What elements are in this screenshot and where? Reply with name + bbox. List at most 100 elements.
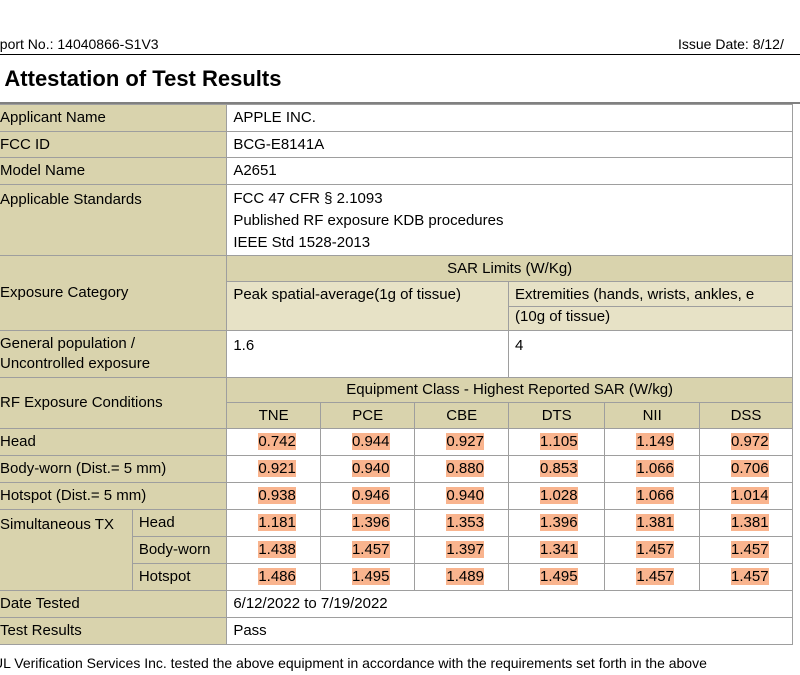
table-row: Body-worn (Dist.= 5 mm) 0.921 0.940 0.88…	[0, 455, 793, 483]
sar-cell: 0.946	[319, 482, 416, 510]
sar-value: 0.927	[446, 433, 484, 450]
table-row-date-tested: Date Tested 6/12/2022 to 7/19/2022	[0, 590, 793, 618]
sar-value: 1.457	[731, 568, 769, 585]
table-row: Body-worn 1.438 1.457 1.397 1.341 1.457 …	[0, 536, 793, 564]
sar-value: 1.397	[446, 541, 484, 558]
column-header: PCE	[319, 402, 416, 429]
table-row-test-results: Test Results Pass	[0, 617, 793, 645]
sar-cell: 0.944	[319, 428, 416, 456]
sar-value: 1.341	[540, 541, 578, 558]
sar-value: 0.946	[351, 487, 390, 504]
sar-value: 1.396	[351, 514, 390, 531]
sar-value: 1.489	[446, 568, 484, 585]
sar-cell: 1.457	[604, 563, 700, 591]
table-row-columns: TNE PCE CBE DTS NII DSS	[0, 402, 793, 429]
sar-cell: 0.940	[319, 455, 416, 483]
general-line: Uncontrolled exposure	[0, 355, 151, 372]
sim-condition-label: Body-worn	[131, 536, 228, 564]
column-header: DTS	[508, 402, 606, 429]
sar-value: 0.742	[258, 433, 296, 450]
fcc-id-label: FCC ID	[0, 131, 228, 158]
sar-value: 1.495	[540, 568, 578, 585]
sar-cell: 1.105	[508, 428, 606, 456]
sar-value: 0.940	[446, 487, 484, 504]
table-row-general: General population / Uncontrolled exposu…	[0, 330, 793, 378]
sar-value: 1.149	[636, 433, 674, 450]
peak-spatial-label: Peak spatial-average(1g of tissue)	[226, 281, 510, 331]
extremities-value: 4	[508, 330, 793, 378]
sar-value: 1.495	[351, 568, 390, 585]
sar-cell: 1.457	[699, 563, 793, 591]
sar-cell: 1.381	[604, 509, 700, 537]
sim-condition-label: Head	[131, 509, 228, 537]
sar-cell: 1.396	[508, 509, 606, 537]
sar-value: 1.381	[636, 514, 674, 531]
sar-value: 1.457	[351, 541, 390, 558]
sar-value: 0.706	[731, 460, 769, 477]
sar-value: 0.972	[731, 433, 769, 450]
standards-label: Applicable Standards	[0, 184, 228, 256]
sar-cell: 1.438	[226, 536, 321, 564]
standard-item: Published RF exposure KDB procedures	[233, 212, 504, 229]
fcc-id-value: BCG-E8141A	[226, 131, 793, 158]
standards-value: FCC 47 CFR § 2.1093 Published RF exposur…	[226, 184, 793, 256]
sar-value: 1.066	[636, 460, 674, 477]
sar-cell: 0.972	[699, 428, 793, 456]
sar-value: 1.457	[636, 568, 674, 585]
sar-cell: 0.853	[508, 455, 606, 483]
sar-value: 1.486	[258, 568, 296, 585]
section-heading: . Attestation of Test Results	[0, 66, 282, 91]
extremities-label: Extremities (hands, wrists, ankles, e	[508, 281, 793, 307]
sar-cell: 1.028	[508, 482, 606, 510]
sar-cell: 1.066	[604, 455, 700, 483]
table-row-sar-limits: Exposure Category SAR Limits (W/Kg)	[0, 255, 793, 331]
model-value: A2651	[226, 157, 793, 185]
sar-cell: 1.489	[414, 563, 510, 591]
sar-limits-header: SAR Limits (W/Kg)	[226, 255, 793, 282]
condition-label: Hotspot (Dist.= 5 mm)	[0, 482, 228, 510]
sar-cell: 1.397	[414, 536, 510, 564]
sar-value: 1.457	[731, 541, 769, 558]
peak-value: 1.6	[226, 330, 510, 378]
sar-cell: 1.457	[604, 536, 700, 564]
sar-value: 1.105	[540, 433, 578, 450]
sar-value: 1.014	[731, 487, 769, 504]
extremities-label-cont: (10g of tissue)	[508, 306, 793, 331]
sar-cell: 1.457	[699, 536, 793, 564]
sar-cell: 1.486	[226, 563, 321, 591]
table-row: Simultaneous TX Head 1.181 1.396 1.353 1…	[0, 509, 793, 591]
sar-cell: 0.880	[414, 455, 510, 483]
column-header: TNE	[226, 402, 321, 429]
table-row-equipment-class: RF Exposure Conditions Equipment Class -…	[0, 377, 793, 429]
date-tested-value: 6/12/2022 to 7/19/2022	[226, 590, 793, 618]
applicant-label: Applicant Name	[0, 104, 228, 132]
standard-item: FCC 47 CFR § 2.1093	[233, 190, 383, 207]
table-row-peak: Peak spatial-average(1g of tissue) Extre…	[0, 281, 793, 331]
exposure-category-label: Exposure Category	[0, 255, 228, 331]
sar-cell: 1.457	[319, 536, 416, 564]
table-row: Hotspot (Dist.= 5 mm) 0.938 0.946 0.940 …	[0, 482, 793, 510]
sar-value: 0.940	[351, 460, 390, 477]
sar-value: 0.938	[258, 487, 296, 504]
sar-cell: 0.940	[414, 482, 510, 510]
column-header: CBE	[414, 402, 510, 429]
report-number: eport No.: 14040866-S1V3	[0, 36, 159, 52]
sar-cell: 1.066	[604, 482, 700, 510]
table-row: Head 0.742 0.944 0.927 1.105 1.149 0.972	[0, 428, 793, 456]
sar-cell: 1.495	[319, 563, 416, 591]
sar-cell: 1.181	[226, 509, 321, 537]
sar-cell: 0.742	[226, 428, 321, 456]
issue-date: Issue Date: 8/12/	[678, 36, 784, 52]
column-header: NII	[604, 402, 700, 429]
sar-cell: 0.706	[699, 455, 793, 483]
sar-cell: 0.927	[414, 428, 510, 456]
general-line: General population /	[0, 335, 136, 352]
sar-value: 1.353	[446, 514, 484, 531]
sar-value: 1.381	[731, 514, 769, 531]
sar-cell: 1.396	[319, 509, 416, 537]
sar-value: 1.028	[540, 487, 578, 504]
sar-cell: 1.341	[508, 536, 606, 564]
sar-value: 0.880	[446, 460, 484, 477]
equipment-class-header: Equipment Class - Highest Reported SAR (…	[226, 377, 793, 403]
sar-cell: 1.381	[699, 509, 793, 537]
